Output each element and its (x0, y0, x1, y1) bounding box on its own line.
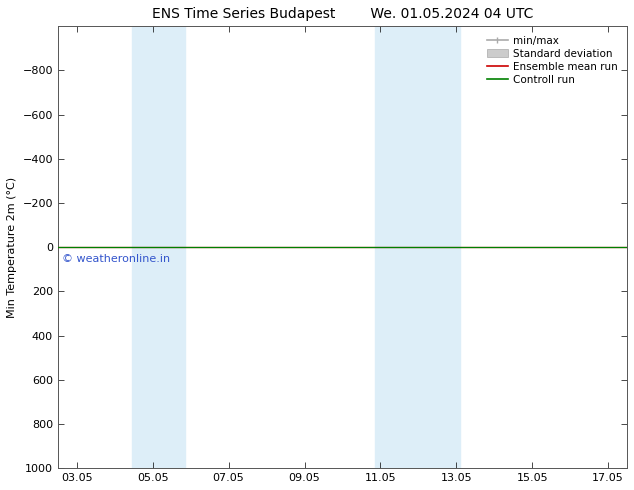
Text: © weatheronline.in: © weatheronline.in (61, 254, 170, 264)
Bar (375, 26, 460, 468)
Bar (132, 26, 185, 468)
Legend: min/max, Standard deviation, Ensemble mean run, Controll run: min/max, Standard deviation, Ensemble me… (482, 31, 622, 89)
Y-axis label: Min Temperature 2m (°C): Min Temperature 2m (°C) (7, 177, 17, 318)
Title: ENS Time Series Budapest        We. 01.05.2024 04 UTC: ENS Time Series Budapest We. 01.05.2024 … (152, 7, 533, 21)
